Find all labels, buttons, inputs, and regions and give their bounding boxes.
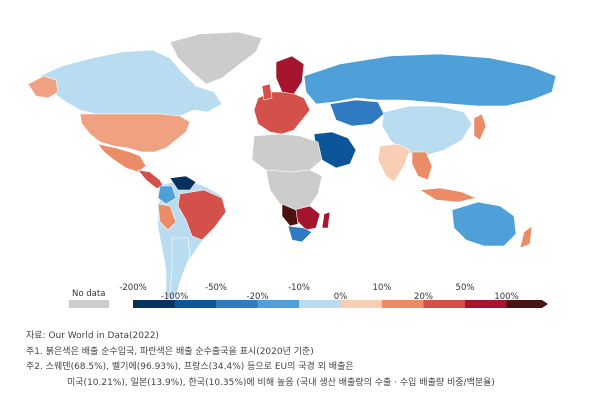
region-alaska [27,75,59,99]
region-russia [303,53,557,107]
legend-bin [133,300,175,308]
legend-lower-labels: -100% -20% 0% 20% 100% [161,292,519,302]
region-indonesia [419,187,477,203]
legend-bin [423,300,465,308]
legend-tick-label: -20% [247,292,269,302]
legend-bin [174,300,216,308]
note-1: 주1. 붉은색은 배출 순수입국, 파란색은 배출 순수출국을 표시(2020년… [26,346,314,357]
region-uk [261,83,273,101]
region-new-zealand [519,225,533,249]
region-china [381,105,473,157]
legend-tick-label: -100% [161,292,188,302]
region-central-america [137,169,165,189]
region-middle-east [313,131,357,169]
region-brazil [177,189,227,241]
region-scandinavia [275,55,305,95]
region-usa [79,113,191,153]
legend-tick-label: 20% [414,292,433,302]
region-angola-namibia [281,203,299,227]
legend-bin [506,300,548,308]
region-canada [39,49,223,117]
region-kazakhstan [329,99,385,127]
note-source: 자료: Our World in Data(2022) [26,331,159,341]
region-india [377,143,411,183]
region-north-africa [251,133,323,173]
region-venezuela [169,175,197,191]
note-2a: 주2. 스웨덴(68.5%), 벨기에(96.93%), 프랑스(34.4%) … [26,362,354,372]
legend-bin [340,300,382,308]
region-europe [253,91,311,135]
legend-tick-label: 10% [373,283,392,293]
legend-tick-label: 50% [456,283,475,293]
note-2b: 미국(10.21%), 일본(13.9%), 한국(10.35%)에 비해 높음… [67,377,495,388]
legend-no-data-swatch [69,300,109,308]
notes: 자료: Our World in Data(2022) 주1. 붉은색은 배출 … [26,329,495,391]
region-south-africa [287,225,313,243]
legend-tick-label: -10% [288,283,310,293]
legend: No data -200% -50% -10% 10% 50% -100% -20% 0% 2… [69,283,548,308]
legend-bin [257,300,299,308]
legend-tick-label: -50% [205,283,227,293]
region-central-africa [265,169,323,213]
region-japan [473,113,487,141]
legend-bin [216,300,258,308]
legend-bin [299,300,341,308]
region-argentina [169,237,191,297]
legend-no-data-label: No data [72,289,105,299]
region-colombia [157,185,177,205]
region-peru [157,203,177,231]
legend-tick-label: 0% [334,292,348,302]
legend-bin [382,300,424,308]
region-se-asia [411,151,433,181]
region-mexico [97,143,147,173]
region-madagascar [321,211,331,229]
legend-tick-label: -200% [119,283,146,293]
legend-bins [133,300,548,308]
legend-upper-labels: -200% -50% -10% 10% 50% [119,283,474,293]
legend-tick-label: 100% [494,292,518,302]
region-australia [451,201,517,247]
region-greenland [169,31,263,85]
legend-bin [465,300,507,308]
region-southern-africa [293,205,321,231]
